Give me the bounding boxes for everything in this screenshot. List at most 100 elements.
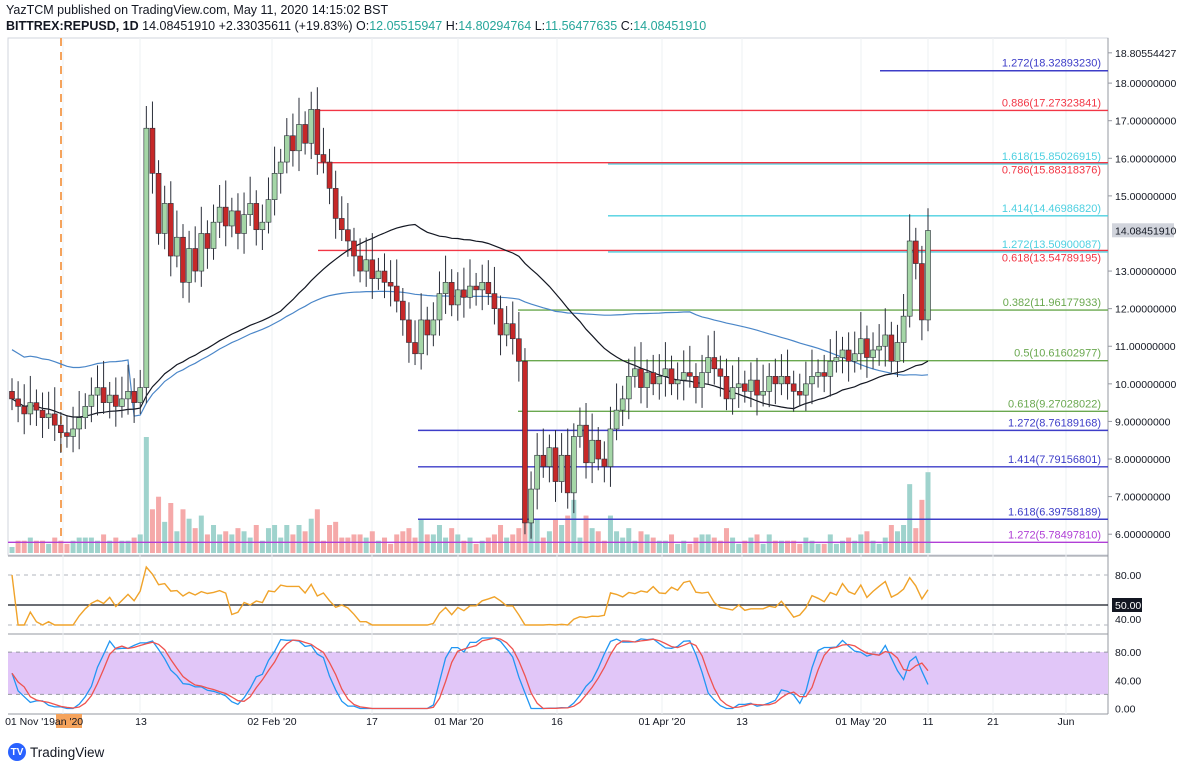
volume-bar	[797, 543, 803, 553]
candle-down	[717, 368, 724, 377]
volume-bar	[27, 537, 33, 553]
low-label: L:	[534, 19, 546, 33]
candle-up	[363, 259, 369, 272]
candle-up	[644, 372, 650, 388]
volume-bar	[473, 543, 479, 553]
time-tick-label: 13	[135, 716, 147, 728]
volume-bar	[131, 537, 137, 553]
candle-up	[161, 203, 168, 234]
volume-bar	[308, 518, 314, 553]
candle-down	[595, 439, 602, 460]
candle-up	[454, 289, 461, 306]
time-highlight	[56, 714, 82, 728]
candle-up	[735, 383, 742, 388]
volume-bar	[693, 537, 699, 553]
tradingview-logo[interactable]: TV TradingView	[8, 743, 104, 761]
candle-down	[387, 282, 394, 287]
volume-bar	[327, 525, 333, 553]
fib-level-label: 0.886(17.27323841)	[1002, 97, 1101, 109]
candle-up	[729, 387, 736, 400]
volume-bar	[626, 528, 632, 553]
volume-bar	[314, 509, 320, 553]
candle-up	[589, 439, 595, 464]
candle-down	[21, 406, 28, 415]
candle-up	[699, 372, 705, 388]
candle-down	[222, 206, 229, 227]
volume-bar	[650, 537, 656, 553]
volume-bar	[565, 515, 571, 553]
volume-bar	[351, 534, 357, 553]
volume-bar	[815, 543, 821, 553]
price-tick-label: 8.00000000	[1115, 454, 1171, 466]
volume-bar	[516, 528, 522, 553]
candle-up	[210, 221, 217, 249]
time-tick-label: 11	[923, 716, 934, 728]
candle-up	[479, 282, 486, 291]
candle-down	[522, 360, 528, 524]
candle-up	[94, 387, 101, 396]
candle-up	[809, 376, 815, 385]
high-label: H:	[445, 19, 459, 33]
volume-bar	[821, 543, 827, 553]
candle-down	[491, 293, 498, 309]
candle-down	[796, 391, 803, 396]
price-tick-label: 11.00000000	[1115, 341, 1176, 353]
volume-bar	[876, 543, 882, 553]
price-tick-label: 9.00000000	[1115, 416, 1171, 428]
candle-down	[167, 203, 174, 257]
candle-down	[381, 270, 388, 283]
volume-bar	[394, 534, 400, 553]
volume-bar	[418, 518, 424, 553]
candle-up	[680, 372, 687, 381]
candle-down	[51, 413, 58, 426]
candle-up	[216, 206, 223, 223]
volume-bar	[901, 525, 907, 553]
candle-down	[772, 376, 779, 385]
volume-bar	[760, 543, 766, 553]
fib-level-label: 0.618(13.54789195)	[1002, 252, 1101, 264]
volume-bar	[320, 540, 326, 553]
volume-bar	[607, 515, 613, 553]
candle-down	[741, 383, 748, 392]
volume-bar	[846, 537, 852, 553]
volume-bar	[15, 540, 21, 553]
volume-bar	[88, 537, 94, 553]
volume-bar	[571, 499, 577, 553]
close-value: 14.08451910	[633, 19, 707, 33]
candle-up	[613, 409, 620, 430]
candle-down	[638, 368, 644, 388]
candle-down	[912, 240, 919, 264]
candle-up	[76, 417, 82, 430]
volume-bar	[632, 540, 638, 553]
volume-bar	[70, 540, 76, 553]
volume-bar	[870, 540, 876, 553]
volume-bar	[211, 525, 217, 553]
volume-bar	[583, 515, 589, 553]
ohlc-line: BITTREX:REPUSD, 1D 14.08451910 +2.330356…	[6, 19, 706, 34]
volume-bar	[485, 537, 491, 553]
candle-down	[711, 357, 718, 370]
volume-bar	[675, 543, 681, 553]
price-tick-label: 17.00000000	[1115, 116, 1176, 128]
price-tick-label: 18.80554427	[1115, 48, 1176, 60]
candle-up	[705, 357, 711, 373]
volume-bar	[278, 537, 284, 553]
fib-level-label: 0.382(11.96177933)	[1003, 297, 1101, 309]
candle-up	[229, 210, 235, 227]
volume-bar	[540, 537, 546, 553]
candle-down	[345, 229, 351, 242]
volume-bar	[705, 534, 711, 553]
volume-bar	[840, 540, 846, 553]
time-tick-label: an '20	[55, 716, 83, 728]
time-tick-label: 02 Feb '20	[247, 716, 296, 728]
volume-bar	[589, 528, 595, 553]
volume-bar	[217, 534, 223, 553]
price-tick-label: 15.00000000	[1115, 191, 1176, 203]
candle-down	[351, 240, 357, 257]
volume-bar	[235, 528, 241, 553]
candle-up	[894, 342, 901, 362]
candle-down	[650, 372, 657, 385]
candle-down	[290, 135, 296, 152]
candle-up	[27, 402, 34, 415]
